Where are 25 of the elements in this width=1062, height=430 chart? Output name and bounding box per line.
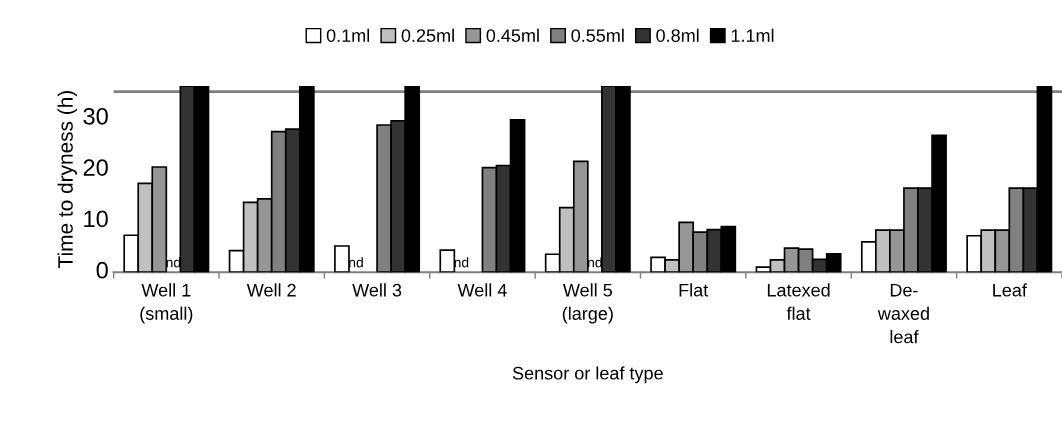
y-tick-label: 0 <box>96 261 108 279</box>
x-tick-label: Latexed flat <box>767 283 830 320</box>
y-axis-title: Time to dryness (h) <box>57 91 77 268</box>
x-tick-label: Well 3 <box>352 283 402 297</box>
annotation: nd <box>454 257 469 268</box>
bar <box>439 249 456 273</box>
legend-label: 0.55ml <box>571 28 624 42</box>
legend-label: 0.8ml <box>656 28 699 42</box>
x-tick-label: Well 2 <box>246 283 296 297</box>
x-tick-label: Leaf <box>993 283 1027 297</box>
x-tick-label: Flat <box>679 283 709 297</box>
legend-label: 0.1ml <box>326 28 370 42</box>
x-tick-label: Well 1 (small) <box>140 283 193 324</box>
x-axis-title: Sensor or leaf type <box>512 366 663 384</box>
annotation: nd <box>166 257 181 268</box>
y-tick-label: 10 <box>84 210 108 228</box>
legend-label: 0.45ml <box>486 28 539 42</box>
x-tick-label: De- waxed leaf <box>877 283 929 344</box>
x-tick-label: Well 4 <box>457 283 507 297</box>
legend-label: 0.25ml <box>401 28 454 42</box>
legend-label: 1.1ml <box>731 28 774 42</box>
bar <box>334 245 350 273</box>
y-tick-label: 30 <box>83 107 108 125</box>
x-tick-label: Well 5 (large) <box>562 283 613 324</box>
y-tick-label: 20 <box>83 159 108 176</box>
